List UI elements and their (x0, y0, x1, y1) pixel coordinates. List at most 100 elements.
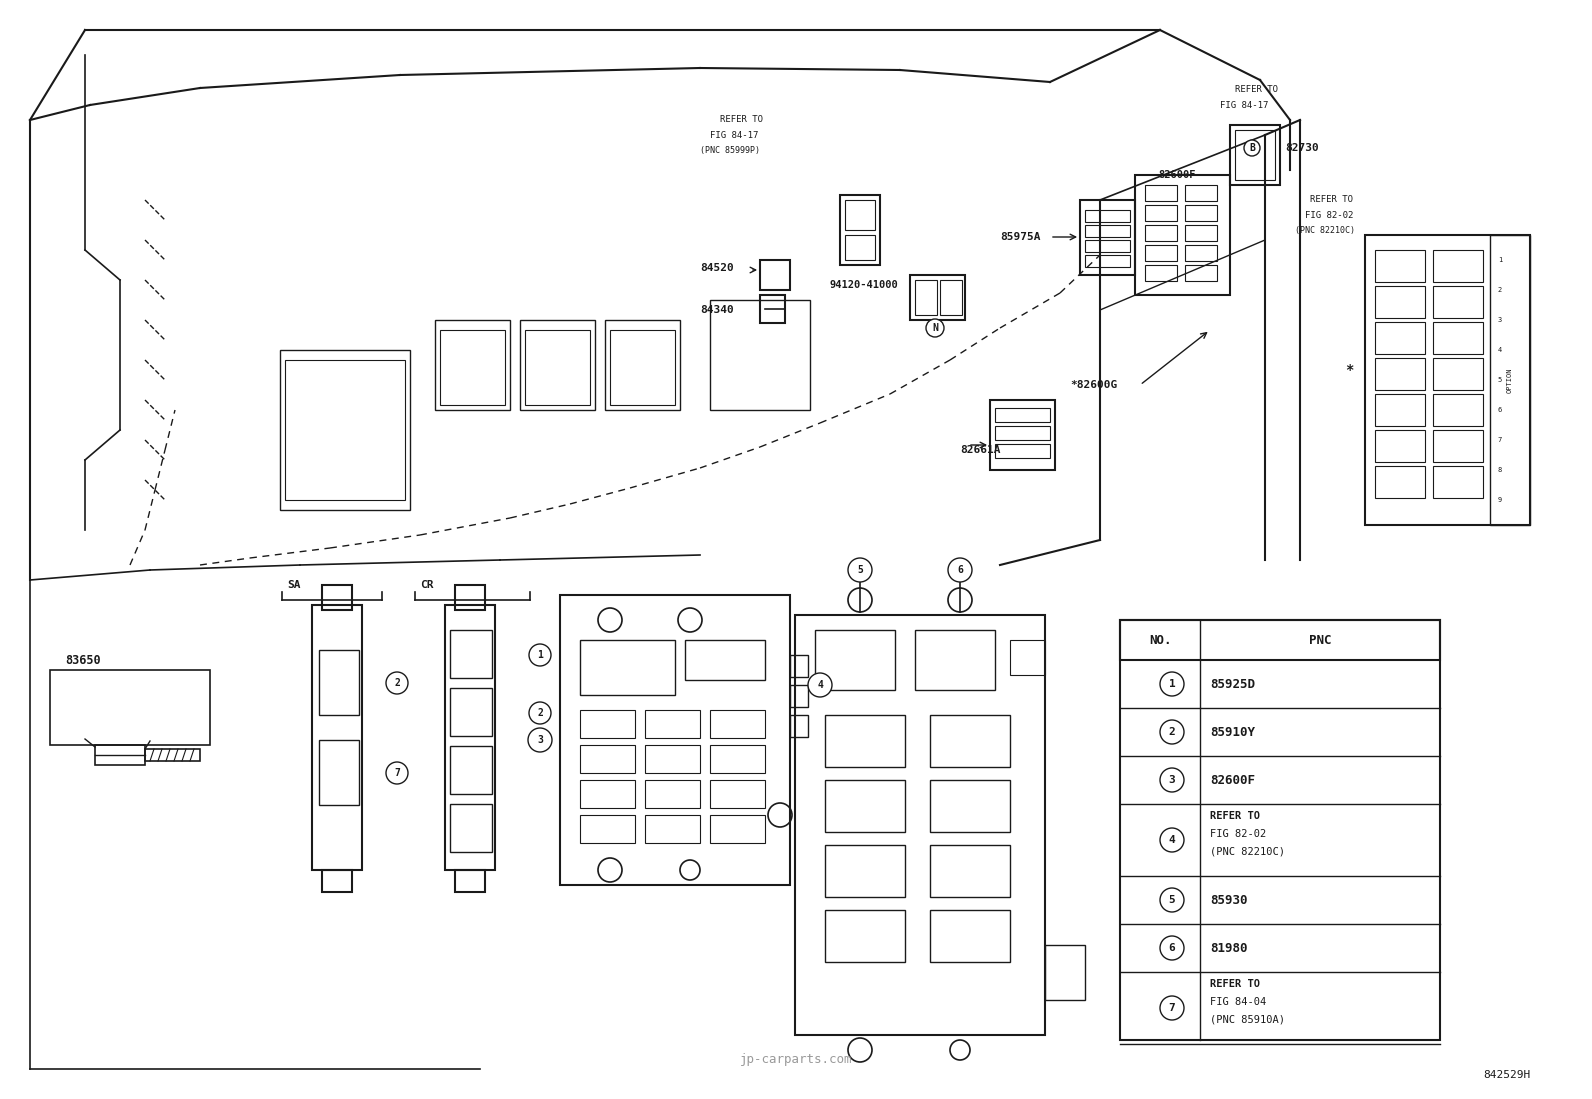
Circle shape (1161, 888, 1184, 912)
Bar (1086, 255, 1130, 267)
Bar (451, 804, 492, 852)
Bar (1044, 945, 1086, 1000)
Bar (1184, 265, 1216, 281)
Bar (579, 780, 635, 808)
Bar (1375, 358, 1425, 390)
Bar (1079, 200, 1135, 275)
Text: 82661A: 82661A (960, 445, 1000, 455)
Text: 1: 1 (1169, 679, 1175, 689)
Circle shape (1161, 671, 1184, 696)
Text: jp-carparts.com: jp-carparts.com (740, 1054, 852, 1066)
Bar (1145, 265, 1176, 281)
Text: 6: 6 (957, 565, 963, 575)
Bar (1375, 322, 1425, 354)
Bar (1135, 175, 1231, 295)
Text: REFER TO: REFER TO (720, 115, 763, 124)
Bar (939, 280, 962, 315)
Bar (285, 360, 404, 500)
Circle shape (927, 319, 944, 337)
Bar (579, 640, 675, 695)
Bar (825, 845, 904, 897)
Text: 842529H: 842529H (1482, 1070, 1530, 1080)
Text: 3: 3 (1498, 317, 1503, 323)
Text: 84340: 84340 (700, 306, 734, 315)
Bar (1433, 466, 1484, 498)
Bar (1433, 395, 1484, 426)
Bar (1145, 245, 1176, 260)
Bar (825, 715, 904, 767)
Bar (710, 745, 766, 773)
Bar (1364, 235, 1530, 525)
Bar (759, 295, 785, 323)
Bar (790, 685, 809, 707)
Bar (1184, 245, 1216, 260)
Text: (PNC 82210C): (PNC 82210C) (1210, 847, 1285, 857)
Text: FIG 84-04: FIG 84-04 (1210, 997, 1266, 1007)
Text: 5: 5 (856, 565, 863, 575)
Text: 2: 2 (1498, 287, 1503, 293)
Bar (930, 845, 1009, 897)
Text: 84520: 84520 (700, 263, 734, 273)
Bar (96, 745, 145, 765)
Text: FIG 82-02: FIG 82-02 (1210, 829, 1266, 839)
Text: PNC: PNC (1309, 633, 1331, 646)
Bar (915, 630, 995, 690)
Bar (521, 320, 595, 410)
Text: 82600F: 82600F (1157, 170, 1196, 180)
Bar (685, 640, 766, 680)
Bar (710, 780, 766, 808)
Text: 7: 7 (395, 768, 400, 778)
Bar (1184, 185, 1216, 201)
Circle shape (529, 728, 552, 752)
Text: 83650: 83650 (65, 654, 100, 666)
Bar (1375, 395, 1425, 426)
Bar (525, 330, 591, 406)
Bar (845, 235, 876, 260)
Bar (560, 595, 790, 885)
Bar (710, 710, 766, 739)
Bar (759, 260, 790, 290)
Bar (1009, 640, 1044, 675)
Text: 5: 5 (1169, 895, 1175, 904)
Bar (645, 745, 700, 773)
Bar (841, 195, 880, 265)
Bar (930, 780, 1009, 832)
Text: FIG 84-17: FIG 84-17 (710, 131, 758, 140)
Text: (PNC 85910A): (PNC 85910A) (1210, 1015, 1285, 1025)
Bar (610, 330, 675, 406)
Text: 82730: 82730 (1285, 143, 1318, 153)
Bar (990, 400, 1055, 470)
Bar (645, 780, 700, 808)
Circle shape (849, 558, 872, 582)
Bar (145, 750, 201, 761)
Bar (322, 870, 352, 892)
Circle shape (1161, 768, 1184, 792)
Bar (1490, 235, 1530, 525)
Text: (PNC 85999P): (PNC 85999P) (700, 145, 759, 155)
Text: REFER TO: REFER TO (1235, 86, 1278, 95)
Bar (318, 740, 360, 804)
Bar (915, 280, 938, 315)
Bar (455, 870, 486, 892)
Bar (451, 630, 492, 678)
Bar (930, 910, 1009, 962)
Text: 81980: 81980 (1210, 942, 1248, 955)
Bar (911, 275, 965, 320)
Bar (645, 710, 700, 739)
Text: FIG 84-17: FIG 84-17 (1219, 100, 1269, 110)
Bar (322, 585, 352, 610)
Bar (1184, 206, 1216, 221)
Bar (579, 710, 635, 739)
Bar (1121, 620, 1441, 660)
Bar (1235, 130, 1275, 180)
Text: 3: 3 (537, 735, 543, 745)
Circle shape (1161, 720, 1184, 744)
Circle shape (1243, 140, 1259, 156)
Text: 1: 1 (537, 650, 543, 660)
Bar (995, 408, 1051, 422)
Circle shape (529, 702, 551, 724)
Bar (455, 585, 486, 610)
Bar (1086, 240, 1130, 252)
Bar (930, 715, 1009, 767)
Bar (49, 670, 210, 745)
